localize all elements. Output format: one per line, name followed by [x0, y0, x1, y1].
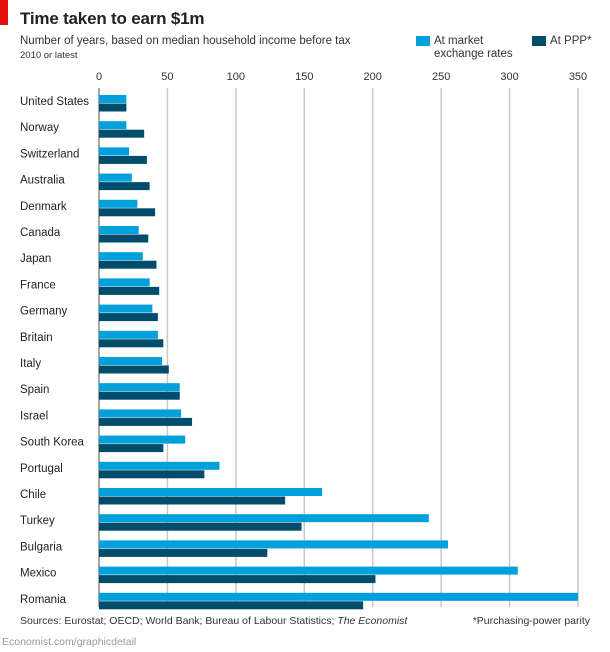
category-label: Romania — [20, 594, 67, 606]
x-tick-label: 250 — [432, 71, 450, 83]
category-label: Mexico — [20, 568, 56, 580]
bar-ppp — [99, 522, 302, 531]
bar-ppp — [99, 548, 268, 557]
sources-text: Sources: Eurostat; OECD; World Bank; Bur… — [20, 615, 407, 627]
bar-ppp — [99, 601, 364, 610]
brand-red-bar — [0, 0, 8, 25]
bar-ppp — [99, 182, 150, 191]
bar-ppp — [99, 575, 376, 584]
bar-market-rate — [99, 147, 130, 156]
x-tick-label: 200 — [364, 71, 382, 83]
bar-market-rate — [99, 278, 150, 287]
bar-market-rate — [99, 540, 448, 549]
legend-label-ppp: At PPP* — [550, 35, 592, 47]
legend-swatch-market — [416, 36, 430, 46]
x-tick-label: 150 — [295, 71, 313, 83]
bar-ppp — [99, 286, 160, 295]
sources-list: Sources: Eurostat; OECD; World Bank; Bur… — [20, 615, 338, 627]
category-label: Germany — [20, 306, 68, 318]
category-label: Bulgaria — [20, 541, 63, 553]
category-label: Switzerland — [20, 148, 79, 160]
bar-market-rate — [99, 409, 182, 418]
bar-ppp — [99, 444, 164, 453]
category-label: United States — [20, 96, 89, 108]
chart-subtitle: Number of years, based on median househo… — [20, 35, 351, 47]
category-label: Japan — [20, 253, 51, 265]
bar-market-rate — [99, 435, 186, 444]
bar-ppp — [99, 313, 158, 322]
category-label: Portugal — [20, 463, 63, 475]
bar-ppp — [99, 103, 127, 112]
source-url: Economist.com/graphicdetail — [2, 636, 137, 648]
legend-item-market: At market exchange rates — [416, 35, 526, 61]
bar-market-rate — [99, 199, 138, 208]
x-tick-label: 100 — [227, 71, 245, 83]
x-tick-label: 50 — [161, 71, 173, 83]
bar-market-rate — [99, 95, 127, 103]
category-label: Chile — [20, 489, 46, 501]
x-tick-label: 300 — [500, 71, 518, 83]
bar-market-rate — [99, 121, 127, 130]
bar-market-rate — [99, 304, 153, 313]
bar-market-rate — [99, 357, 162, 365]
bar-market-rate — [99, 226, 139, 234]
category-label: Italy — [20, 358, 41, 370]
bar-ppp — [99, 470, 205, 479]
bar-market-rate — [99, 488, 323, 496]
legend-label-market: At market exchange rates — [434, 35, 513, 60]
bar-ppp — [99, 155, 147, 164]
bar-ppp — [99, 260, 157, 269]
bar-market-rate — [99, 461, 220, 470]
category-label: South Korea — [20, 437, 85, 449]
bar-market-rate — [99, 330, 158, 339]
bar-market-rate — [99, 592, 578, 601]
bar-market-rate — [99, 383, 180, 392]
legend-swatch-ppp — [532, 36, 546, 46]
category-label: Australia — [20, 175, 65, 187]
x-tick-label: 350 — [569, 71, 587, 83]
chart-note: 2010 or latest — [20, 50, 78, 61]
bar-ppp — [99, 234, 149, 243]
bar-ppp — [99, 208, 156, 217]
bar-market-rate — [99, 514, 429, 523]
bar-market-rate — [99, 173, 132, 182]
category-label: France — [20, 279, 56, 291]
bar-market-rate — [99, 566, 518, 575]
bar-ppp — [99, 365, 169, 374]
bar-ppp — [99, 129, 145, 138]
chart-title: Time taken to earn $1m — [20, 9, 205, 28]
category-label: Turkey — [20, 515, 55, 527]
bar-ppp — [99, 417, 193, 426]
category-label: Britain — [20, 332, 53, 344]
bar-ppp — [99, 496, 286, 505]
bar-market-rate — [99, 252, 143, 261]
legend-item-ppp: At PPP* — [532, 35, 610, 48]
category-label: Canada — [20, 227, 61, 239]
bar-ppp — [99, 339, 164, 348]
category-label: Spain — [20, 384, 49, 396]
x-tick-label: 0 — [96, 71, 102, 83]
category-label: Denmark — [20, 201, 67, 213]
bar-ppp — [99, 391, 180, 400]
footnote: *Purchasing-power parity — [472, 615, 590, 627]
category-label: Israel — [20, 410, 48, 422]
sources-economist: The Economist — [337, 615, 408, 627]
category-label: Norway — [20, 122, 59, 134]
